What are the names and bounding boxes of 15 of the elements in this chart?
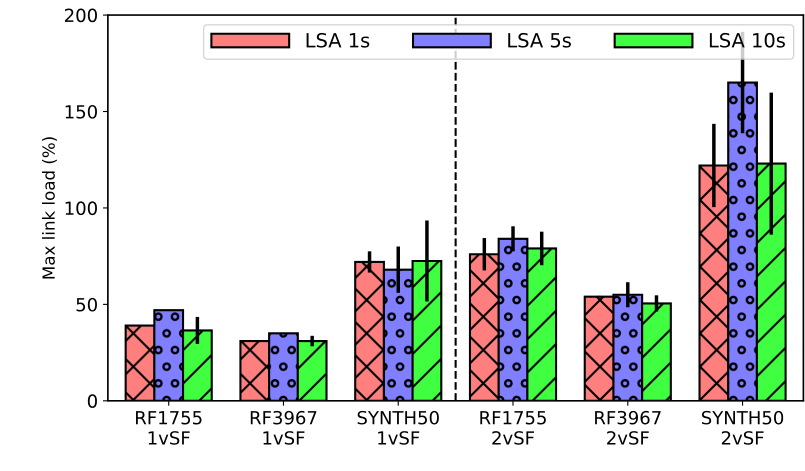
legend-label: LSA 1s	[306, 32, 370, 48]
legend-label: LSA 10s	[710, 32, 785, 48]
x-tick-label: RF3967 1vSF	[250, 410, 316, 445]
y-axis-title: Max link load (%)	[42, 137, 57, 278]
x-tick-label: RF1755 1vSF	[136, 411, 202, 445]
legend-label: LSA 5s	[508, 32, 571, 48]
y-tick-label: 100	[66, 201, 97, 216]
y-tick-label: 50	[76, 298, 97, 312]
y-tick-label: 150	[66, 104, 97, 119]
x-tick-label: SYNTH50 1vSF	[358, 410, 439, 445]
y-tick-label: 200	[65, 8, 97, 22]
x-tick-label: RF1755 2vSF	[480, 411, 546, 445]
x-tick-label: SYNTH50 2vSF	[702, 410, 784, 445]
x-tick-label: RF3967 2vSF	[595, 410, 661, 445]
y-tick-label: 0	[88, 394, 97, 408]
